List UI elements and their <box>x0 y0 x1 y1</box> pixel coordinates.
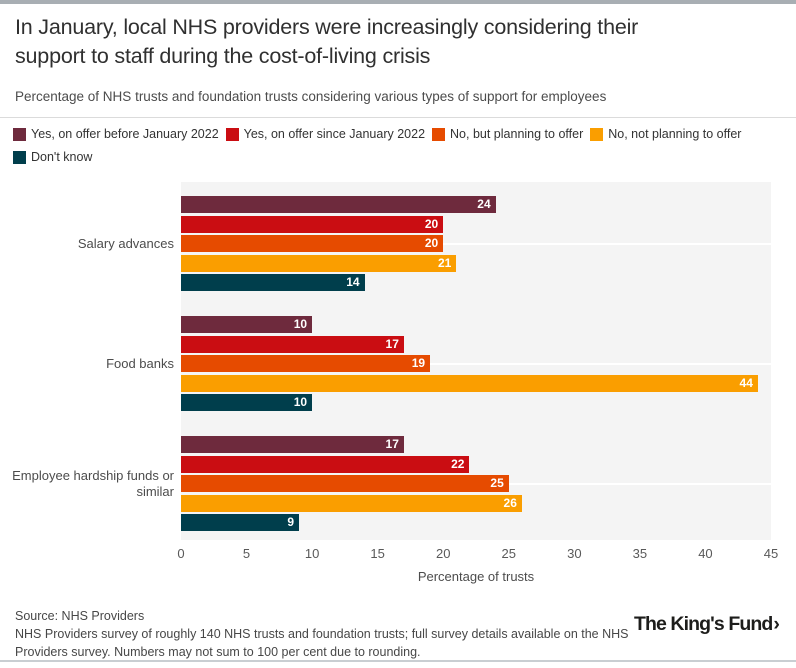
legend-item: No, not planning to offer <box>590 126 741 142</box>
bar-value-label: 14 <box>346 275 360 289</box>
x-axis-tick: 25 <box>501 546 516 561</box>
legend-label: Yes, on offer before January 2022 <box>31 127 219 141</box>
chart-plot-area: 24 20 20 21 14 10 17 19 44 10 17 22 25 26 9 <box>181 182 771 540</box>
legend-item: Yes, on offer since January 2022 <box>225 126 426 142</box>
category-label: Food banks <box>106 355 174 371</box>
bar-value-label: 9 <box>287 515 294 529</box>
x-axis-tick: 45 <box>763 546 779 561</box>
x-axis-tick: 40 <box>698 546 713 561</box>
bar-group: 24 20 20 21 14 <box>181 196 771 291</box>
kings-fund-logo: The King's Fund› <box>633 613 780 636</box>
category-label: Salary advances <box>77 235 174 251</box>
footer-note: NHS Providers survey of roughly 140 NHS … <box>15 627 629 659</box>
bottom-divider <box>0 660 796 662</box>
bar: 20 <box>181 235 444 252</box>
legend-swatch <box>432 127 446 141</box>
x-axis-tick: 15 <box>370 546 385 561</box>
x-axis-label: Percentage of trusts <box>417 569 535 584</box>
bar-value-label: 17 <box>385 336 399 351</box>
chart-legend: Yes, on offer before January 2022 Yes, on… <box>13 126 789 165</box>
header-divider <box>0 117 796 118</box>
bar: 10 <box>181 316 313 333</box>
bar: 10 <box>181 394 313 411</box>
bar: 19 <box>181 355 431 372</box>
bar-value-label: 17 <box>385 437 399 451</box>
legend-label: Don't know <box>31 150 93 164</box>
legend-swatch <box>13 127 26 141</box>
logo-text: The King's Fund <box>633 613 773 635</box>
page-title: In January, local NHS providers were inc… <box>15 15 639 68</box>
legend-swatch <box>13 150 26 164</box>
x-axis-ticks: 0 5 10 15 20 25 30 35 40 45 <box>177 546 778 561</box>
x-axis-tick: 10 <box>304 546 320 561</box>
bar-value-label: 19 <box>411 356 426 370</box>
bar-group: 17 22 25 26 9 <box>181 436 771 531</box>
bar: 21 <box>181 254 457 272</box>
x-axis-tick: 5 <box>242 546 251 561</box>
bar-value-label: 25 <box>490 476 504 490</box>
legend-item: Don't know <box>13 149 92 165</box>
bar: 17 <box>181 436 404 453</box>
category-label: Employee hardship funds or similar <box>12 467 174 499</box>
legend-item: No, but planning to offer <box>432 126 583 142</box>
bar-value-label: 22 <box>451 456 465 471</box>
bar-value-label: 24 <box>477 197 491 211</box>
bar: 14 <box>181 274 365 291</box>
bar-value-label: 26 <box>503 495 517 510</box>
bar-value-label: 44 <box>739 375 753 390</box>
bar: 9 <box>181 514 299 531</box>
legend-label: No, but planning to offer <box>450 127 584 141</box>
bar: 44 <box>181 374 758 392</box>
bar-value-label: 21 <box>437 255 452 270</box>
bar: 26 <box>181 494 522 512</box>
category-gridline <box>181 362 771 365</box>
bar-group: 10 17 19 44 10 <box>181 316 771 411</box>
footer-source: Source: NHS Providers <box>15 609 145 623</box>
bar-value-label: 10 <box>293 395 308 409</box>
bar: 20 <box>181 215 444 233</box>
bar-value-label: 10 <box>293 317 308 331</box>
bar: 24 <box>181 196 496 213</box>
bar: 25 <box>181 475 509 492</box>
legend-swatch <box>590 127 604 141</box>
x-axis-tick: 30 <box>567 546 582 561</box>
legend-label: No, not planning to offer <box>608 127 742 141</box>
x-axis-tick: 20 <box>435 546 451 561</box>
legend-label: Yes, on offer since January 2022 <box>243 127 426 141</box>
legend-swatch <box>225 127 239 141</box>
legend-item: Yes, on offer before January 2022 <box>13 126 219 142</box>
page-subtitle: Percentage of NHS trusts and foundation … <box>15 89 607 104</box>
bar: 22 <box>181 455 470 473</box>
x-axis-tick: 35 <box>632 546 648 561</box>
top-accent-bar <box>0 0 796 4</box>
bar-value-label: 20 <box>424 216 439 231</box>
bar: 17 <box>181 335 404 353</box>
logo-chevron-icon: › <box>773 613 779 635</box>
category-gridline <box>181 242 771 245</box>
bar-value-label: 20 <box>424 236 439 250</box>
x-axis-tick: 0 <box>177 546 185 561</box>
